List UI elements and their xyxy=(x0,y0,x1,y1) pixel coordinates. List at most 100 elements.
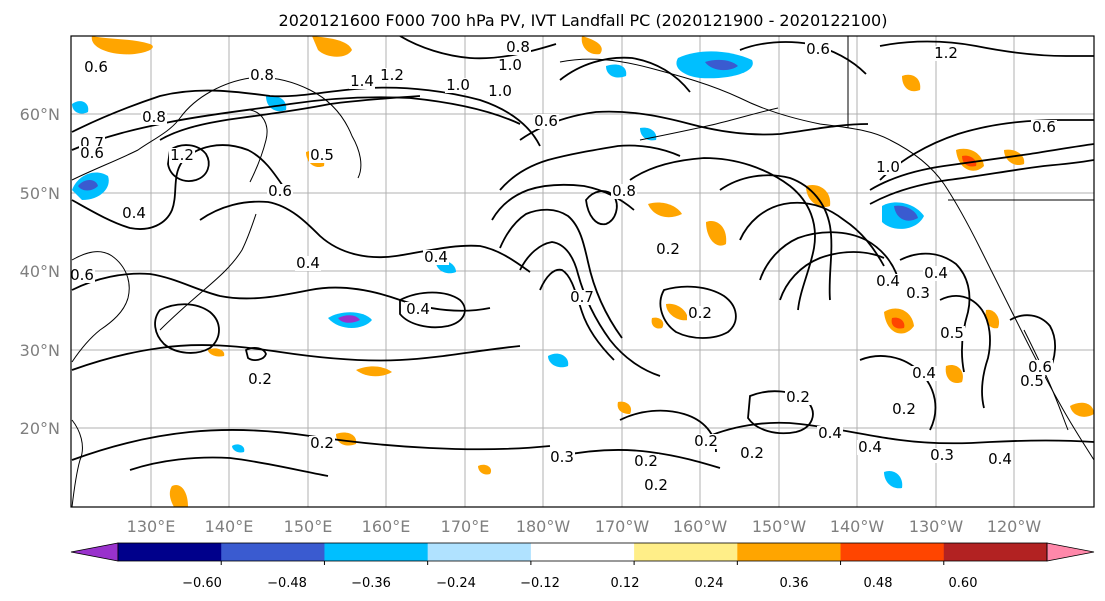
contour-label-background xyxy=(295,256,321,271)
coastline-baja xyxy=(1023,329,1069,431)
contour-label: 0.6 xyxy=(268,182,292,200)
pv-contour xyxy=(779,251,885,301)
lon-label: 120°W xyxy=(987,517,1042,536)
colorbar-frame xyxy=(117,542,1048,562)
contour-label-background xyxy=(1031,120,1057,135)
pv-contour xyxy=(71,144,291,230)
contour-label-background xyxy=(169,148,195,163)
colorbar-extend-high xyxy=(1046,542,1095,562)
pv-contour-closed xyxy=(585,190,618,226)
ivt-negative-patch xyxy=(72,101,89,114)
contour-label-background xyxy=(569,290,595,305)
contour-label-background xyxy=(497,58,523,73)
colorbar-tick-label: −0.48 xyxy=(267,576,307,591)
pv-contour xyxy=(519,241,661,377)
contour-label-background xyxy=(655,242,681,257)
contour-label-background xyxy=(349,74,375,89)
ivt-positive-patch xyxy=(208,348,225,357)
contour-label: 0.2 xyxy=(688,304,712,322)
contour-label: 0.8 xyxy=(506,38,530,56)
latitude-labels: 60°N 50°N 40°N 30°N 20°N xyxy=(20,105,60,438)
ivt-shading xyxy=(72,36,1094,507)
pv-contour xyxy=(499,208,623,339)
contour-label: 0.2 xyxy=(892,400,916,418)
pv-contour xyxy=(539,268,615,361)
ivt-negative-patch xyxy=(606,64,627,78)
ivt-positive-patch xyxy=(617,401,632,414)
contour-label-background xyxy=(643,478,669,493)
colorbar-tick-label: −0.36 xyxy=(351,576,391,591)
gridlines xyxy=(71,36,1094,507)
colorbar-tick-label: 0.48 xyxy=(864,576,893,591)
lon-label: 150°E xyxy=(284,517,333,536)
ivt-negative-core xyxy=(78,180,98,191)
contour-label: 0.3 xyxy=(906,284,930,302)
contour-label: 0.5 xyxy=(940,324,964,342)
pv-contour xyxy=(1009,314,1056,375)
lon-label: 160°W xyxy=(673,517,728,536)
contour-label-background xyxy=(247,372,273,387)
contour-label: 0.4 xyxy=(876,272,900,290)
contour-label-background xyxy=(141,110,167,125)
contour-label-background xyxy=(891,402,917,417)
colorbar-tick-label: −0.60 xyxy=(182,576,222,591)
contour-label-background xyxy=(405,302,431,317)
contour-label-background xyxy=(121,206,147,221)
pv-contour xyxy=(869,143,1094,191)
coastline-china-south xyxy=(71,419,83,507)
contour-label: 1.0 xyxy=(488,82,512,100)
contour-label-background xyxy=(267,184,293,199)
colorbar-tick-label: −0.12 xyxy=(520,576,560,591)
contour-label: 0.8 xyxy=(142,108,166,126)
contour-label: 0.6 xyxy=(84,58,108,76)
contour-label-background xyxy=(79,146,105,161)
contour-label: 1.0 xyxy=(876,158,900,176)
ivt-positive-patch xyxy=(312,36,352,57)
colorbar-segment xyxy=(737,543,842,561)
ivt-negative-core xyxy=(338,315,360,323)
contour-label: 0.4 xyxy=(406,300,430,318)
map-panel: 0.6 1.00.8 0.6 1.20.8 1.4 1.21.00.60.81.00.70… xyxy=(69,35,1095,508)
contour-label: 0.6 xyxy=(70,266,94,284)
ivt-positive-patch xyxy=(985,309,1000,329)
contour-label-background xyxy=(69,268,95,283)
contour-label-background xyxy=(633,454,659,469)
ivt-negative-patch xyxy=(884,470,903,489)
contour-label: 0.4 xyxy=(858,438,882,456)
contour-label: 0.2 xyxy=(634,452,658,470)
contour-label: 0.4 xyxy=(988,450,1012,468)
ivt-positive-patch xyxy=(945,364,963,384)
contour-label-background xyxy=(423,250,449,265)
pv-contour xyxy=(159,95,421,141)
contour-label: 1.2 xyxy=(170,146,194,164)
ivt-negative-patch xyxy=(548,353,569,368)
contour-label: 0.4 xyxy=(296,254,320,272)
ivt-positive-patch xyxy=(902,74,921,92)
lon-label: 130°W xyxy=(909,517,964,536)
contour-label: 0.2 xyxy=(786,388,810,406)
coastline-sakhalin xyxy=(249,109,268,183)
pv-contour xyxy=(939,295,991,409)
colorbar-segment xyxy=(634,543,738,561)
contour-label-background xyxy=(923,266,949,281)
pv-contour-closed xyxy=(659,285,737,339)
contour-label-background xyxy=(309,148,335,163)
contour-label-background xyxy=(549,450,575,465)
contour-label-background xyxy=(309,436,335,451)
lon-label: 170°W xyxy=(595,517,650,536)
colorbar-tick-label: −0.24 xyxy=(436,576,476,591)
colorbar-ticks: −0.60 −0.48 −0.36 −0.24 −0.12 0.12 0.24 … xyxy=(182,576,977,591)
colorbar-segment xyxy=(221,543,325,561)
contour-label-background xyxy=(83,60,109,75)
pv-contour xyxy=(71,96,521,151)
contour-label: 0.3 xyxy=(930,446,954,464)
pv-contour xyxy=(499,144,681,191)
contour-label-background xyxy=(929,448,955,463)
lat-label: 40°N xyxy=(20,262,60,281)
pv-contour xyxy=(199,200,531,273)
contour-label: 1.4 xyxy=(350,72,374,90)
colorbar-tick-label: 0.24 xyxy=(695,576,724,591)
contour-label: 0.6 xyxy=(806,40,830,58)
contour-label-background xyxy=(249,68,275,83)
